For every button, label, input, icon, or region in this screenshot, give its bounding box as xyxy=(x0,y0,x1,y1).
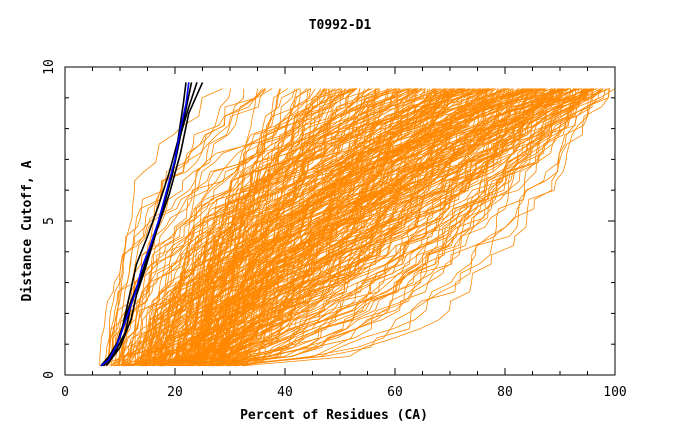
orange-series-line xyxy=(158,88,545,366)
orange-series-line xyxy=(231,88,598,367)
blue-series-line-5 xyxy=(100,82,190,367)
orange-series-line xyxy=(137,88,552,366)
orange-series-line xyxy=(209,88,580,367)
orange-series-line xyxy=(120,88,524,366)
orange-series-line xyxy=(151,88,493,367)
orange-series-line xyxy=(234,88,610,367)
highlight-series-group xyxy=(100,82,204,367)
orange-series-line xyxy=(103,88,273,367)
orange-series-line xyxy=(173,88,553,366)
orange-series-line xyxy=(222,88,571,366)
orange-series-line xyxy=(222,88,571,366)
x-tick-label: 80 xyxy=(497,385,513,400)
axis-ticks: 0 20 40 60 80 100 0 5 10 xyxy=(42,59,627,400)
orange-series-line xyxy=(153,88,543,366)
orange-series-line xyxy=(114,88,401,366)
orange-series-line xyxy=(174,88,604,366)
orange-series-line xyxy=(142,88,497,366)
orange-series-line xyxy=(229,88,561,367)
orange-series-line xyxy=(243,88,563,367)
y-tick-label: 0 xyxy=(42,371,57,379)
orange-series-line xyxy=(133,88,591,367)
orange-series-line xyxy=(102,88,343,367)
orange-series-line xyxy=(174,88,565,366)
x-tick-label: 20 xyxy=(167,385,183,400)
orange-series-line xyxy=(143,88,477,366)
orange-series-line xyxy=(105,88,265,366)
orange-series-line xyxy=(217,88,593,367)
chart-title: T0992-D1 xyxy=(309,18,372,33)
x-axis-label: Percent of Residues (CA) xyxy=(240,408,428,423)
x-tick-label: 60 xyxy=(387,385,403,400)
orange-series-line xyxy=(227,88,574,367)
orange-series-line xyxy=(146,88,531,366)
orange-series-line xyxy=(222,88,561,367)
orange-series-line xyxy=(198,88,556,367)
orange-series-line xyxy=(135,88,466,366)
orange-series-line xyxy=(231,88,610,367)
orange-series-line xyxy=(150,88,563,366)
y-tick-label: 10 xyxy=(42,59,57,75)
orange-series-group xyxy=(99,88,616,367)
x-tick-label: 0 xyxy=(61,385,69,400)
orange-series-line xyxy=(242,88,604,367)
orange-series-line xyxy=(167,88,594,367)
orange-series-line xyxy=(230,88,442,367)
orange-series-line xyxy=(111,88,357,367)
orange-series-line xyxy=(134,88,570,366)
orange-series-line xyxy=(188,88,595,367)
orange-series-line xyxy=(177,88,601,367)
black-series-line-4 xyxy=(105,82,204,367)
orange-series-line xyxy=(203,88,586,367)
orange-series-line xyxy=(146,88,380,366)
orange-series-line xyxy=(216,88,555,367)
y-axis-label: Distance Cutoff, A xyxy=(20,160,35,301)
orange-series-line xyxy=(136,88,583,367)
orange-series-line xyxy=(149,88,576,367)
x-tick-label: 40 xyxy=(277,385,293,400)
orange-series-line xyxy=(193,88,595,367)
orange-series-line xyxy=(191,88,601,367)
orange-series-line xyxy=(180,88,585,367)
orange-series-line xyxy=(106,88,358,366)
orange-series-line xyxy=(212,88,563,367)
orange-series-line xyxy=(119,88,436,367)
x-tick-label: 100 xyxy=(603,385,626,400)
orange-series-line xyxy=(217,88,593,366)
orange-series-line xyxy=(144,88,588,367)
y-tick-label: 5 xyxy=(42,217,57,225)
orange-series-line xyxy=(167,88,616,367)
orange-series-line xyxy=(244,88,594,367)
orange-series-line xyxy=(184,88,537,367)
orange-series-line xyxy=(219,88,597,366)
orange-series-line xyxy=(185,88,593,367)
orange-series-line xyxy=(184,88,571,367)
orange-series-line xyxy=(142,88,514,367)
orange-series-line xyxy=(124,88,490,366)
orange-series-line xyxy=(203,88,610,367)
orange-series-line xyxy=(121,88,542,366)
orange-series-line xyxy=(100,88,266,367)
orange-series-line xyxy=(140,88,489,366)
orange-series-line xyxy=(180,88,606,367)
orange-series-line xyxy=(151,88,587,367)
orange-series-line xyxy=(200,88,509,366)
orange-series-line xyxy=(99,88,267,366)
orange-series-line xyxy=(141,88,537,367)
